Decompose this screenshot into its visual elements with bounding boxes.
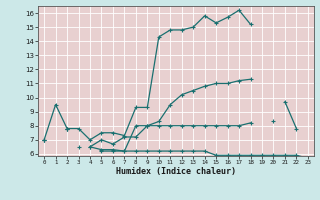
X-axis label: Humidex (Indice chaleur): Humidex (Indice chaleur) <box>116 167 236 176</box>
